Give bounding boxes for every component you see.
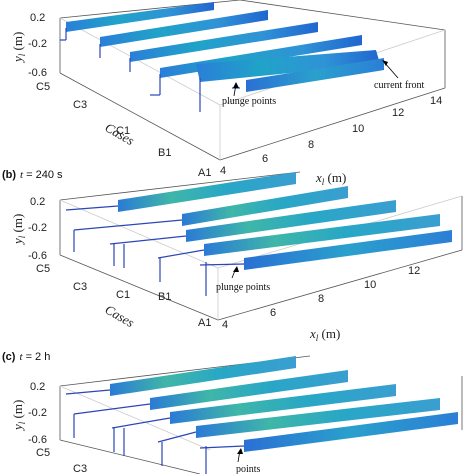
panel-b-rails: [65, 205, 245, 296]
panel-a-strip-c3: [100, 10, 268, 47]
annotation-plunge-points: plunge points: [222, 96, 276, 107]
svg-text:C3: C3: [73, 463, 87, 474]
svg-text:8: 8: [308, 139, 314, 151]
svg-text:A1: A1: [198, 317, 211, 329]
svg-text:6: 6: [262, 153, 268, 165]
panel-b-annotations: plunge points: [216, 266, 270, 293]
panel-b-y-label: yl (m): [10, 214, 27, 246]
panel-a-strip-a1-front: [246, 58, 384, 92]
panel-b-strip-a1: [244, 230, 452, 270]
svg-text:12: 12: [408, 265, 420, 277]
annotation-current-front: current front: [374, 80, 424, 91]
panel-a-y-ticks: 0.2 -0.2 -0.6: [28, 12, 47, 79]
svg-text:C3: C3: [73, 281, 87, 293]
panel-a-case-label: Cases: [103, 120, 137, 149]
panel-c-strip-b1: [196, 398, 440, 438]
svg-text:B1: B1: [158, 291, 171, 303]
svg-text:-0.2: -0.2: [28, 38, 47, 50]
panel-a: plunge points current front 0.2 -0.2 -0.…: [10, 0, 446, 187]
svg-text:-0.6: -0.6: [28, 250, 47, 262]
svg-text:10: 10: [364, 279, 376, 291]
panel-b-case-label: Cases: [103, 302, 137, 331]
annotation-points-c: points: [236, 464, 261, 474]
panel-b-strip-c1: [186, 200, 396, 242]
panel-c-annotations: points: [236, 448, 261, 474]
svg-text:0.2: 0.2: [30, 12, 45, 24]
panel-b-x-label: xl (m): [309, 326, 340, 343]
panel-c-rails: [65, 389, 245, 474]
panel-c-label: (c) t = 2 h: [2, 351, 50, 363]
svg-text:C3: C3: [73, 99, 87, 111]
svg-text:-0.2: -0.2: [28, 222, 47, 234]
svg-text:14: 14: [430, 95, 442, 107]
panel-c-strips: [110, 356, 458, 452]
svg-text:C5: C5: [36, 81, 50, 93]
svg-text:0.2: 0.2: [30, 196, 45, 208]
panel-a-y-label: yl (m): [10, 32, 27, 64]
panel-a-annotations: plunge points current front: [222, 60, 424, 107]
panel-b-y-ticks: 0.2 -0.2 -0.6: [28, 196, 47, 262]
panel-a-x-ticks: 4 6 8 10 12 14: [220, 95, 442, 177]
panel-b-case-ticks: C5 C3 C1 B1 A1: [36, 263, 211, 329]
panel-b-strip-c5: [118, 172, 296, 212]
svg-text:A1: A1: [198, 167, 211, 179]
panel-a-strip-a1: [196, 50, 380, 82]
panel-c-y-label: yl (m): [10, 400, 27, 432]
svg-text:C5: C5: [36, 447, 50, 459]
svg-text:6: 6: [270, 307, 276, 319]
svg-text:10: 10: [352, 123, 364, 135]
panel-c-y-ticks: 0.2 -0.2 -0.6: [28, 381, 47, 446]
panel-c-strip-c3: [150, 370, 348, 410]
panel-c-strip-c1: [170, 384, 396, 424]
svg-text:C5: C5: [36, 263, 50, 275]
panel-b-x-ticks: 4 6 8 10 12: [222, 265, 420, 331]
panel-a-strips: [66, 2, 384, 92]
panel-b-strip-b1: [204, 214, 440, 256]
svg-text:-0.6: -0.6: [28, 434, 47, 446]
panel-b: (b) t = 240 s: [2, 169, 463, 343]
panel-a-strip-c1: [130, 22, 318, 62]
panel-b-axes-frame: [59, 171, 463, 321]
svg-text:8: 8: [318, 293, 324, 305]
panel-c-strip-a1: [244, 412, 458, 452]
panel-c-axes-frame: [59, 355, 463, 474]
panel-c-case-ticks: C5 C3: [36, 447, 87, 474]
annotation-plunge-points-b: plunge points: [216, 282, 270, 293]
panel-c-strip-c5: [110, 356, 296, 396]
panel-a-x-label: xl (m): [315, 170, 346, 187]
panel-a-case-ticks: C5 C3 C1 B1 A1: [36, 81, 211, 179]
panel-c: (c) t = 2 h: [2, 351, 463, 474]
svg-text:-0.2: -0.2: [28, 407, 47, 419]
svg-text:4: 4: [222, 319, 228, 331]
svg-text:C1: C1: [116, 289, 130, 301]
panel-a-strip-c5: [66, 2, 214, 32]
svg-text:C1: C1: [116, 125, 130, 137]
panel-b-label: (b) t = 240 s: [2, 169, 63, 181]
panel-b-strip-c3: [182, 186, 348, 226]
svg-text:-0.6: -0.6: [28, 67, 47, 79]
svg-text:4: 4: [220, 165, 226, 177]
svg-text:12: 12: [392, 107, 404, 119]
svg-text:B1: B1: [158, 147, 171, 159]
svg-text:0.2: 0.2: [30, 381, 45, 393]
panel-b-strips: [118, 172, 452, 270]
